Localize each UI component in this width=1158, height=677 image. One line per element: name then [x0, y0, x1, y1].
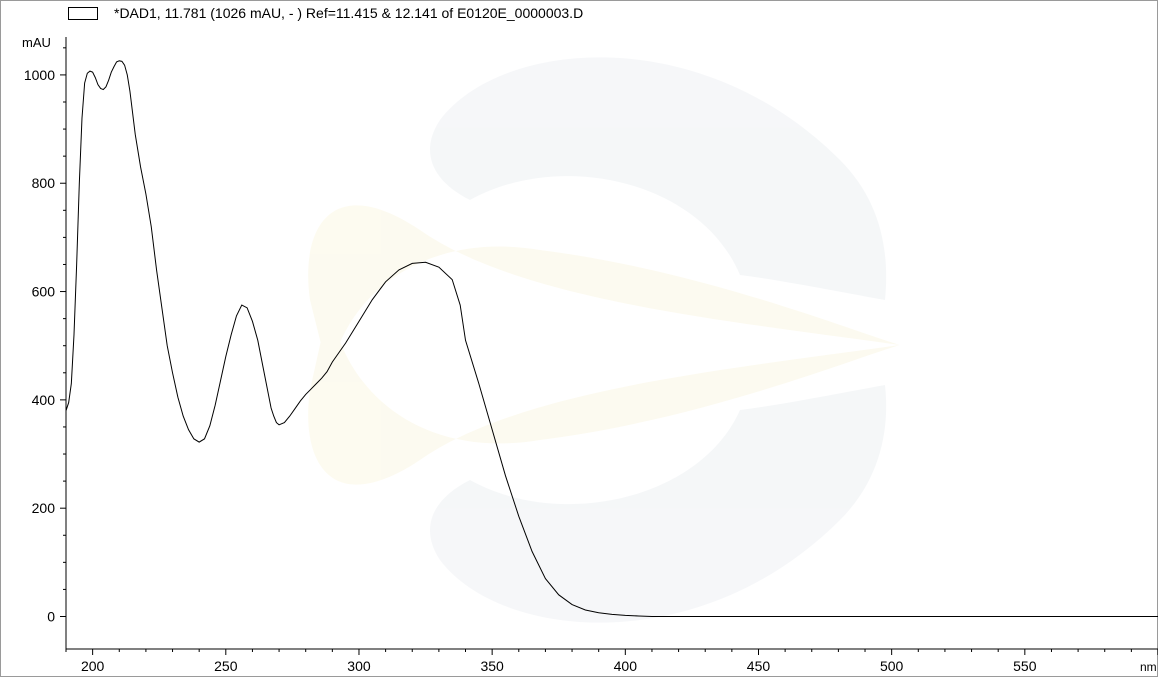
- x-tick-label: 550: [1013, 658, 1037, 674]
- x-tick-label: 250: [214, 658, 238, 674]
- x-tick-label: 200: [81, 658, 105, 674]
- chart-title: *DAD1, 11.781 (1026 mAU, - ) Ref=11.415 …: [114, 5, 584, 21]
- tick-labels: 0 200 400 600 800 1000 200 250 300 350 400 450 500 55…: [22, 35, 1157, 674]
- y-tick-label: 800: [32, 175, 56, 191]
- x-tick-label: 350: [480, 658, 504, 674]
- y-tick-label: 1000: [24, 67, 55, 83]
- y-tick-label: 400: [32, 392, 56, 408]
- legend-swatch: [68, 6, 98, 20]
- tick-marks: [60, 47, 1158, 655]
- y-tick-label: 600: [32, 284, 56, 300]
- x-tick-label: 450: [747, 658, 771, 674]
- watermark-logo: [308, 57, 900, 623]
- y-tick-label: 200: [32, 500, 56, 516]
- spectrum-series-line: [65, 60, 1158, 617]
- y-tick-label: 0: [47, 609, 55, 625]
- legend: *DAD1, 11.781 (1026 mAU, - ) Ref=11.415 …: [68, 4, 583, 22]
- axes: [65, 37, 1158, 650]
- y-axis-label: mAU: [22, 35, 51, 50]
- x-tick-label: 500: [880, 658, 904, 674]
- x-tick-label: 300: [347, 658, 371, 674]
- x-axis-label: nm: [1140, 660, 1157, 674]
- x-tick-label: 400: [614, 658, 638, 674]
